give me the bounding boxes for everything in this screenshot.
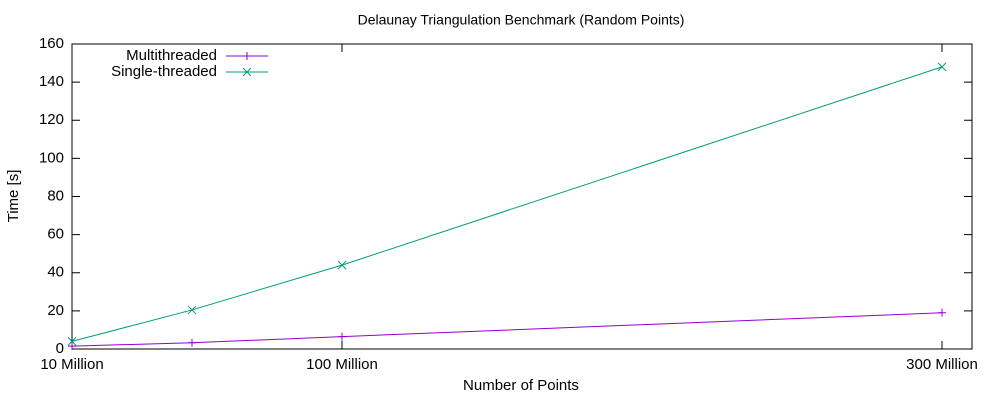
y-tick-label: 160	[39, 35, 64, 52]
point	[187, 305, 197, 315]
x-axis-label: Number of Points	[463, 377, 579, 394]
y-tick-label: 60	[47, 226, 64, 243]
point	[188, 338, 196, 347]
point	[337, 260, 347, 270]
y-tick-label: 140	[39, 73, 64, 90]
y-tick-label: 80	[47, 187, 64, 204]
y-tick-label: 40	[47, 264, 64, 281]
x-tick-label: 10 Million	[40, 356, 103, 373]
point	[937, 62, 947, 72]
point	[68, 342, 76, 351]
chart-title: Delaunay Triangulation Benchmark (Random…	[358, 12, 685, 28]
series-line	[71, 66, 943, 342]
y-tick-label: 20	[47, 302, 64, 319]
x-tick-label: 100 Million	[306, 356, 378, 373]
y-axis-label: Time [s]	[5, 170, 22, 223]
plot-frame	[71, 43, 973, 350]
point	[67, 337, 77, 346]
series-line	[71, 312, 943, 347]
legend-label: Multithreaded	[126, 47, 217, 64]
legend-label: Single-threaded	[111, 63, 217, 80]
point	[243, 52, 251, 60]
y-tick-label: 100	[39, 149, 64, 166]
y-tick-label: 0	[56, 340, 64, 357]
y-tick-label: 120	[39, 111, 64, 128]
point	[338, 332, 346, 341]
x-tick-label: 300 Million	[906, 356, 978, 373]
point	[938, 308, 946, 317]
point	[242, 67, 252, 77]
